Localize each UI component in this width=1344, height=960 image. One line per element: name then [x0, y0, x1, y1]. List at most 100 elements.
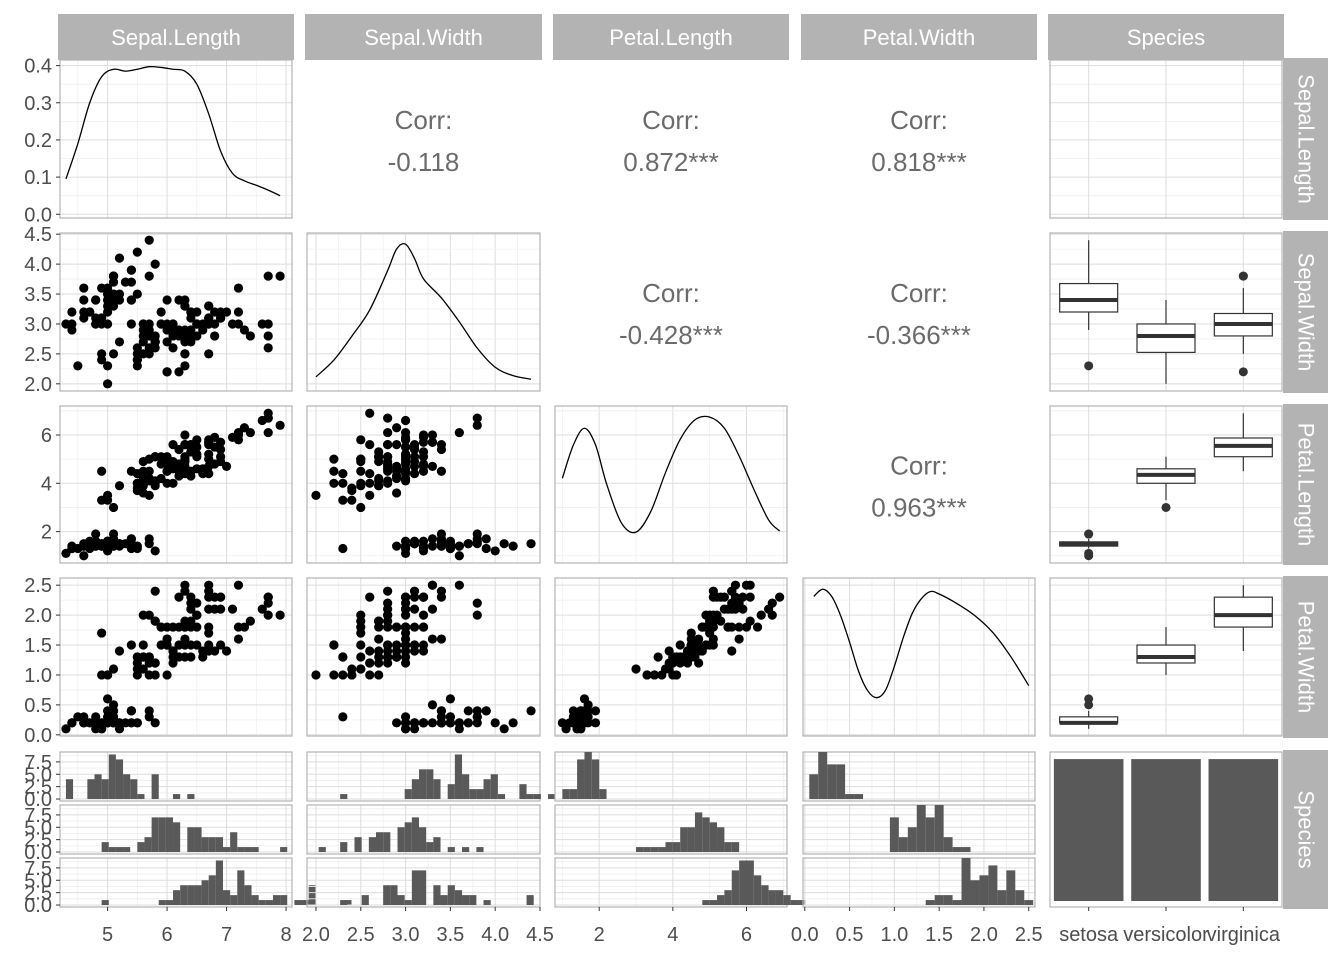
- scatter-point: [180, 640, 190, 650]
- scatter-point: [263, 610, 273, 620]
- scatter-point: [180, 331, 190, 341]
- panel-border: [554, 857, 788, 908]
- histogram-bar: [144, 837, 152, 853]
- scatter-point: [329, 670, 339, 680]
- scatter-point: [374, 481, 384, 491]
- x-tick-label: 0.0: [791, 924, 819, 946]
- strip-right-sepal-length: Sepal.Length: [1283, 58, 1328, 220]
- scatter-point: [263, 271, 273, 281]
- scatter-point: [156, 622, 166, 632]
- scatter-point: [67, 307, 77, 317]
- panel-species-vs-petal-width: [802, 751, 1036, 908]
- scatter-point: [409, 718, 420, 728]
- histogram-bar: [426, 842, 434, 853]
- scatter-point: [436, 706, 447, 716]
- panel-petal-width-vs-petal-length: [554, 577, 788, 737]
- scatter-point: [454, 580, 464, 590]
- scatter-point: [374, 452, 384, 462]
- scatter-point: [210, 646, 220, 656]
- scatter-point: [400, 435, 411, 445]
- scatter-point: [144, 534, 154, 544]
- histogram-bar: [426, 769, 434, 800]
- scatter-point: [472, 413, 482, 423]
- strip-background: [58, 14, 294, 60]
- y-tick-label: 5.0: [24, 870, 52, 892]
- scatter-point: [162, 459, 172, 469]
- scatter-point: [490, 718, 500, 728]
- histogram-bar: [469, 895, 477, 906]
- scatter-point: [245, 616, 255, 626]
- y-tick-label: 2.5: [24, 777, 52, 799]
- panel-border: [306, 405, 541, 564]
- scatter-point: [73, 361, 83, 371]
- scatter-point: [338, 469, 348, 479]
- scatter-point: [734, 622, 744, 632]
- histogram-bar: [925, 817, 935, 853]
- histogram-bar: [280, 895, 288, 906]
- histogram-virginica: [554, 857, 806, 908]
- histogram-bar: [318, 847, 326, 853]
- scatter-point: [204, 592, 214, 602]
- x-tick-label: 0.5: [836, 924, 864, 946]
- scatter-point: [245, 427, 255, 438]
- scatter-point: [472, 420, 482, 430]
- histogram-bar: [447, 885, 455, 906]
- scatter-point: [204, 461, 214, 471]
- y-tick-label: 5.0: [24, 764, 52, 786]
- scatter-point: [454, 541, 464, 551]
- scatter-point: [499, 539, 509, 549]
- histogram-bar: [724, 842, 732, 853]
- histogram-bar: [943, 895, 953, 906]
- histogram-bar: [230, 832, 238, 853]
- scatter-point: [132, 247, 142, 257]
- panel-border: [59, 804, 293, 855]
- histogram-versicolor: [59, 804, 293, 855]
- histogram-bar: [397, 827, 405, 853]
- scatter-point: [374, 670, 384, 680]
- scatter-point: [91, 319, 101, 329]
- density-curve-petal-length: [561, 415, 781, 534]
- scatter-point: [168, 343, 178, 353]
- y-tick-label: 3.0: [24, 314, 52, 336]
- strip-background: [1283, 231, 1328, 393]
- scatter-point: [132, 485, 142, 496]
- histogram-bar: [187, 794, 195, 800]
- scatter-point: [79, 551, 89, 561]
- histogram-bar: [694, 812, 703, 853]
- scatter-point: [472, 536, 482, 546]
- scatter-point: [356, 652, 366, 662]
- scatter-point: [436, 539, 447, 549]
- corr-value: 0.818***: [871, 147, 966, 177]
- scatter-point: [383, 640, 393, 650]
- histogram-bar: [952, 900, 962, 906]
- scatter-point: [162, 640, 172, 650]
- scatter-point: [427, 437, 438, 447]
- scatter-point: [356, 435, 366, 445]
- scatter-point: [67, 543, 77, 554]
- scatter-point: [108, 664, 119, 674]
- x-tick-label: 4.0: [481, 924, 509, 946]
- scatter-point: [144, 235, 154, 245]
- histogram-bar: [462, 847, 470, 853]
- corr-value: 0.963***: [871, 493, 966, 523]
- histogram-bar: [979, 875, 989, 906]
- strip-background: [305, 14, 542, 60]
- scatter-point: [192, 640, 202, 650]
- scatter-point: [356, 502, 366, 513]
- strip-top-petal-width: Petal.Width: [801, 14, 1037, 60]
- histogram-bar: [526, 794, 534, 800]
- histogram-bar: [934, 895, 944, 906]
- scatter-point: [579, 694, 590, 704]
- strip-background: [1283, 750, 1328, 909]
- scatter-point: [144, 490, 154, 500]
- histogram-bar: [301, 900, 309, 906]
- y-tick-label: 0.2: [24, 130, 52, 152]
- scatter-point: [198, 646, 208, 656]
- y-tick-label: 7.5: [24, 752, 52, 774]
- scatter-point: [365, 490, 375, 500]
- scatter-point: [436, 466, 447, 476]
- scatter-point: [400, 415, 411, 426]
- panel-border: [802, 751, 1036, 802]
- outlier-point: [1084, 361, 1094, 371]
